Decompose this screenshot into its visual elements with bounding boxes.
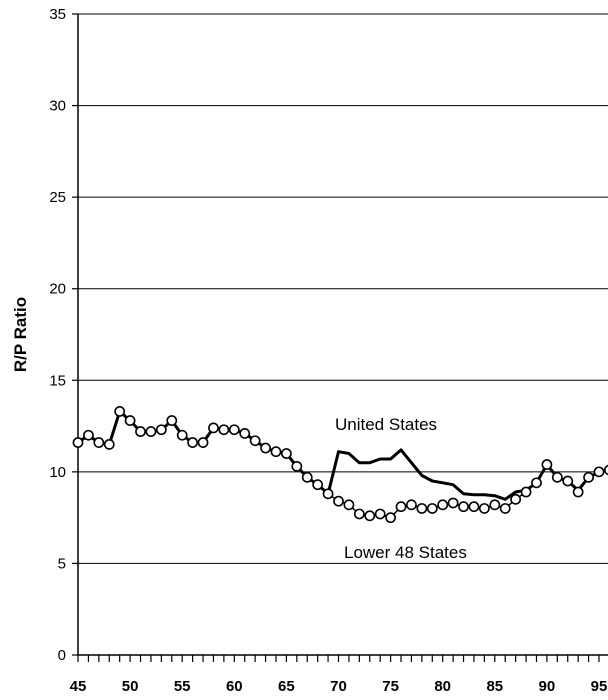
data-point-lower-48-states	[551, 471, 563, 483]
data-point-lower-48-states	[187, 437, 199, 448]
data-point-lower-48-states	[166, 415, 178, 426]
x-tick-label: 55	[174, 678, 191, 695]
data-point-lower-48-states	[583, 471, 594, 483]
data-point-lower-48-states	[385, 512, 396, 524]
x-tick-label: 45	[70, 678, 87, 695]
y-axis-label: R/P Ratio	[11, 297, 30, 372]
data-point-lower-48-states	[374, 508, 386, 520]
data-point-lower-48-states	[593, 466, 605, 478]
data-point-lower-48-states	[322, 488, 334, 500]
gridlines	[78, 13, 608, 564]
data-point-lower-48-states	[83, 429, 94, 441]
data-point-lower-48-states	[489, 499, 501, 511]
y-axis-ticks: 0 5 10 15 20 25 30 35	[49, 6, 78, 664]
data-point-lower-48-states	[426, 503, 438, 514]
data-point-lower-48-states	[197, 437, 209, 448]
data-point-lower-48-states	[312, 479, 324, 491]
data-point-lower-48-states	[228, 424, 240, 436]
data-point-lower-48-states	[468, 501, 480, 513]
data-point-lower-48-states	[155, 424, 167, 436]
x-tick-label: 85	[486, 678, 503, 695]
y-tick-label: 20	[49, 281, 66, 298]
annotation-united-states: United States	[335, 415, 437, 434]
y-tick-label: 5	[58, 555, 66, 572]
data-point-lower-48-states	[520, 486, 532, 498]
annotation-lower-48-states: Lower 48 States	[344, 543, 467, 562]
data-point-lower-48-states	[510, 493, 522, 505]
data-point-lower-48-states	[145, 426, 157, 437]
data-point-lower-48-states	[114, 406, 126, 417]
data-point-lower-48-states	[176, 429, 188, 441]
x-tick-label: 95	[591, 678, 608, 695]
data-point-lower-48-states	[93, 437, 105, 448]
y-tick-label: 35	[49, 6, 66, 23]
y-tick-label: 0	[58, 647, 66, 664]
data-point-lower-48-states	[301, 471, 313, 483]
series-line-lower-48-states	[77, 410, 608, 519]
x-tick-label: 75	[382, 678, 399, 695]
x-tick-label: 60	[226, 678, 243, 695]
data-point-lower-48-states	[291, 460, 303, 472]
x-axis-ticks: 45 50 55 60 65 70 75 80 85 90 95	[70, 655, 608, 695]
data-point-lower-48-states	[541, 459, 553, 470]
data-point-lower-48-states	[135, 426, 146, 437]
data-point-lower-48-states	[124, 415, 136, 426]
data-point-lower-48-states	[406, 499, 417, 511]
x-tick-label: 65	[278, 678, 295, 695]
data-point-lower-48-states	[572, 486, 584, 498]
data-point-lower-48-states	[72, 437, 84, 448]
data-point-lower-48-states	[447, 497, 459, 509]
y-tick-label: 15	[49, 372, 66, 389]
data-point-lower-48-states	[478, 503, 490, 514]
y-tick-label: 25	[49, 189, 66, 206]
data-point-lower-48-states	[208, 422, 219, 434]
data-point-lower-48-states	[343, 499, 355, 511]
x-tick-label: 90	[539, 678, 556, 695]
axes	[77, 14, 608, 656]
data-point-lower-48-states	[249, 435, 261, 447]
data-point-lower-48-states	[260, 442, 271, 454]
data-point-lower-48-states	[562, 475, 574, 487]
data-point-lower-48-states	[499, 503, 511, 514]
data-point-lower-48-states	[218, 424, 230, 436]
data-point-lower-48-states	[353, 508, 365, 520]
series-points	[72, 406, 608, 524]
data-point-lower-48-states	[437, 499, 449, 511]
data-point-lower-48-states	[604, 464, 608, 476]
data-point-lower-48-states	[364, 510, 376, 522]
data-point-lower-48-states	[103, 438, 115, 450]
x-tick-label: 50	[122, 678, 139, 695]
data-point-lower-48-states	[416, 503, 428, 514]
x-tick-label: 70	[330, 678, 347, 695]
data-point-lower-48-states	[531, 477, 542, 489]
x-tick-label: 80	[434, 678, 451, 695]
data-point-lower-48-states	[239, 427, 251, 439]
y-tick-label: 10	[49, 464, 66, 481]
data-point-lower-48-states	[280, 448, 292, 459]
y-tick-label: 30	[49, 98, 66, 115]
data-point-lower-48-states	[333, 495, 344, 507]
data-point-lower-48-states	[395, 501, 407, 513]
data-point-lower-48-states	[270, 446, 282, 458]
data-point-lower-48-states	[458, 501, 469, 513]
